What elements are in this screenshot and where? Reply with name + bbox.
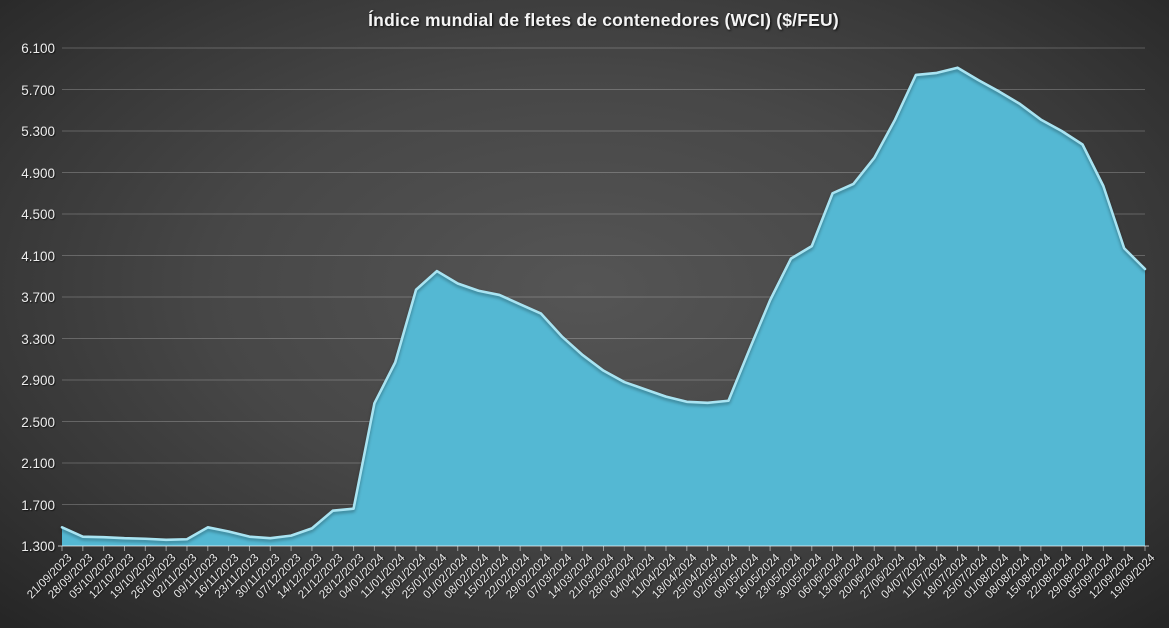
area-series-fill	[62, 67, 1145, 547]
y-axis-tick-label: 3.300	[21, 331, 55, 347]
y-axis-tick-label: 6.100	[21, 41, 55, 56]
y-axis-tick-label: 1.700	[21, 497, 55, 513]
chart-title: Índice mundial de fletes de contenedores…	[368, 10, 839, 30]
y-axis-tick-label: 4.500	[21, 207, 55, 222]
area-series-highlight	[60, 66, 1147, 542]
y-axis-tick-label: 2.900	[21, 373, 55, 388]
y-axis-tick-label: 3.700	[21, 290, 55, 305]
y-axis-tick-label: 4.900	[21, 165, 55, 181]
y-axis-tick-label: 1.300	[21, 539, 55, 554]
y-axis-tick-label: 2.100	[21, 456, 55, 471]
y-axis-tick-label: 2.500	[21, 414, 55, 430]
y-axis-tick-label: 5.300	[21, 124, 55, 139]
y-axis-tick-label: 4.100	[21, 248, 55, 264]
y-axis-tick-label: 5.700	[21, 82, 55, 98]
